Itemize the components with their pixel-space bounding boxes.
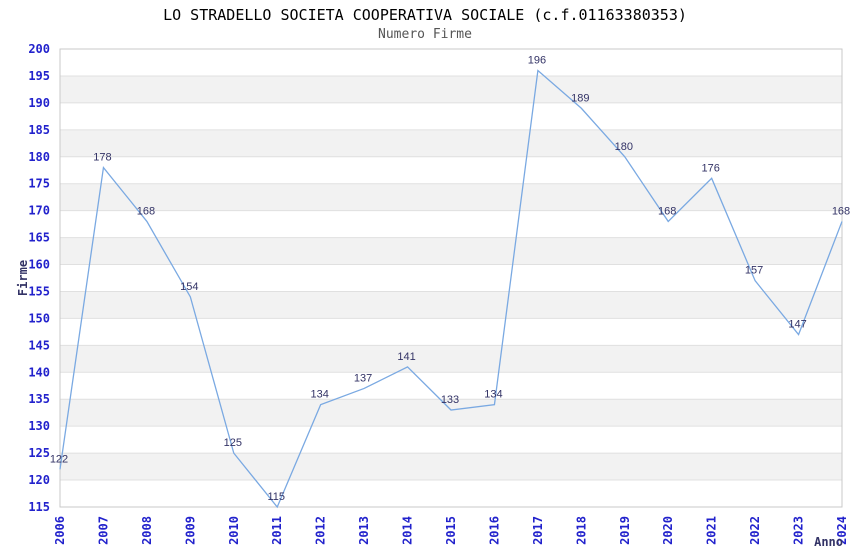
data-point-label: 137: [354, 372, 372, 384]
y-tick-label: 160: [28, 258, 50, 272]
data-point-label: 180: [615, 141, 633, 153]
data-point-label: 196: [528, 55, 546, 67]
plot-border: [59, 48, 843, 508]
x-tick-label: 2022: [748, 516, 762, 545]
y-tick-label: 180: [28, 150, 50, 164]
data-point-label: 178: [93, 152, 111, 164]
chart-subtitle: Numero Firme: [378, 27, 472, 42]
x-tick-label: 2020: [661, 516, 675, 545]
y-tick-label: 170: [28, 204, 50, 218]
y-tick-label: 200: [28, 42, 50, 56]
x-tick-label: 2023: [792, 516, 806, 545]
data-point-label: 189: [571, 92, 589, 104]
x-tick-label: 2017: [531, 516, 545, 545]
data-point-label: 134: [484, 389, 502, 401]
grid-band: [60, 129, 842, 157]
grid-band: [60, 399, 842, 427]
data-point-label: 147: [788, 319, 806, 331]
data-point-label: 168: [137, 205, 155, 217]
y-tick-label: 155: [28, 284, 50, 298]
data-point-label: 125: [224, 437, 242, 449]
y-tick-label: 150: [28, 311, 50, 325]
data-point-label: 115: [267, 491, 285, 503]
x-tick-label: 2011: [270, 516, 284, 545]
grid-band: [60, 237, 842, 265]
x-tick-label: 2019: [618, 516, 632, 545]
x-axis-title: Anno: [814, 535, 843, 549]
x-tick-label: 2016: [487, 516, 501, 545]
data-point-label: 122: [50, 453, 68, 465]
y-tick-label: 195: [28, 69, 50, 83]
data-point-label: 168: [832, 205, 850, 217]
y-tick-label: 190: [28, 96, 50, 110]
data-point-label: 168: [658, 205, 676, 217]
x-tick-label: 2009: [183, 516, 197, 545]
y-tick-label: 135: [28, 392, 50, 406]
series-line: [59, 69, 843, 509]
y-tick-label: 165: [28, 231, 50, 245]
y-tick-label: 145: [28, 338, 50, 352]
grid-band: [60, 453, 842, 481]
x-tick-label: 2018: [574, 516, 588, 545]
x-tick-label: 2021: [705, 516, 719, 545]
x-tick-label: 2006: [53, 516, 67, 545]
y-tick-label: 120: [28, 473, 50, 487]
y-tick-label: 185: [28, 123, 50, 137]
data-point-label: 176: [701, 162, 719, 174]
data-point-label: 157: [745, 265, 763, 277]
x-tick-label: 2012: [314, 516, 328, 545]
y-tick-label: 115: [28, 500, 50, 514]
data-point-label: 141: [397, 351, 415, 363]
y-tick-label: 125: [28, 446, 50, 460]
x-tick-label: 2014: [401, 516, 415, 545]
x-tick-label: 2015: [444, 516, 458, 545]
data-point-label: 133: [441, 394, 459, 406]
chart-title: LO STRADELLO SOCIETA COOPERATIVA SOCIALE…: [163, 6, 687, 24]
grid-band: [60, 183, 842, 211]
y-tick-label: 175: [28, 177, 50, 191]
x-tick-label: 2010: [227, 516, 241, 545]
grid-band: [60, 75, 842, 103]
data-point-label: 134: [310, 389, 328, 401]
y-tick-label: 130: [28, 419, 50, 433]
x-tick-label: 2008: [140, 516, 154, 545]
data-point-label: 154: [180, 281, 198, 293]
x-tick-label: 2013: [357, 516, 371, 545]
grid-band: [60, 345, 842, 373]
x-tick-label: 2024: [835, 516, 849, 545]
y-axis-title: Firme: [16, 260, 30, 296]
grid-band: [60, 291, 842, 319]
x-tick-label: 2007: [96, 516, 110, 545]
y-tick-label: 140: [28, 365, 50, 379]
